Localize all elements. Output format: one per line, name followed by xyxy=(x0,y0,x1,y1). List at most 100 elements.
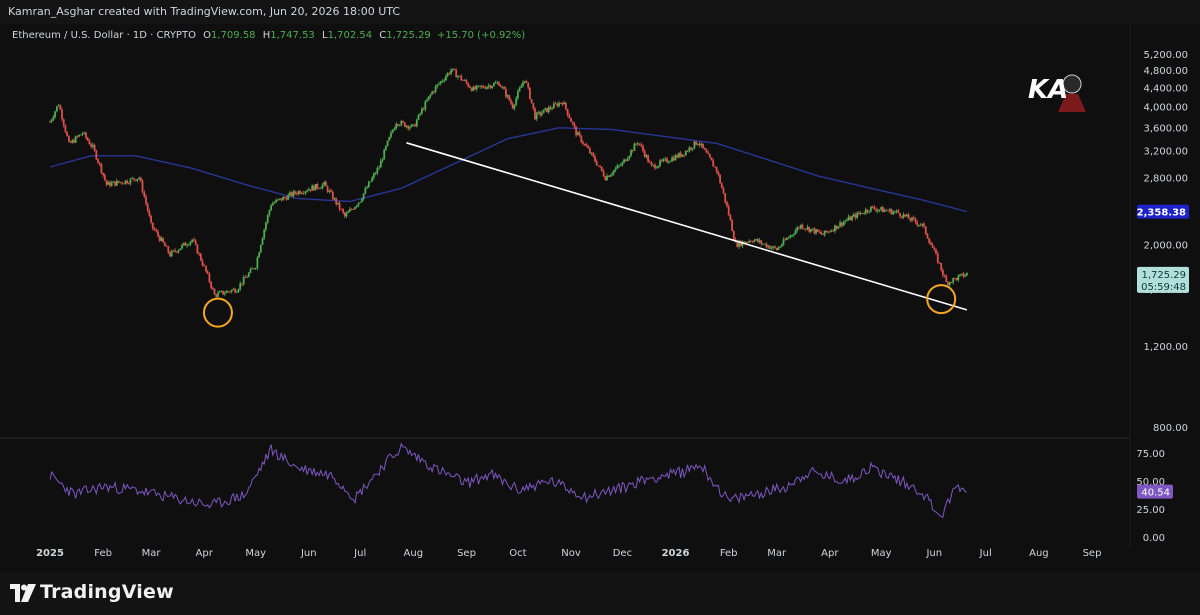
candle xyxy=(158,235,161,242)
candle-body xyxy=(253,268,255,270)
candle-body xyxy=(256,257,259,269)
time-tick-label: Aug xyxy=(404,548,424,559)
candle-body xyxy=(294,191,296,194)
candle-body xyxy=(265,222,267,230)
candle-body xyxy=(273,202,276,204)
candle xyxy=(405,125,408,129)
candle xyxy=(566,108,569,117)
chart-canvas[interactable]: 800.001,200.001,600.002,000.002,400.002,… xyxy=(0,24,1200,572)
candle xyxy=(103,173,106,182)
candle xyxy=(943,274,946,278)
candle xyxy=(714,166,716,169)
candle xyxy=(825,230,828,233)
highlight-circle[interactable] xyxy=(202,297,233,328)
candle xyxy=(763,243,766,245)
trendline[interactable] xyxy=(406,142,968,311)
candle-body xyxy=(871,206,874,208)
candle xyxy=(50,118,53,124)
highlight-circle[interactable] xyxy=(926,284,957,315)
candle xyxy=(74,135,77,144)
candle-body xyxy=(624,159,627,162)
candle xyxy=(936,251,939,264)
candle-body xyxy=(662,159,665,161)
candle-body xyxy=(237,289,240,292)
candle xyxy=(292,189,295,199)
candle xyxy=(196,244,199,254)
candle xyxy=(887,210,889,212)
candle-body xyxy=(222,290,224,295)
candle xyxy=(374,171,377,176)
candle-body xyxy=(642,146,644,151)
candle xyxy=(229,290,231,294)
candle-body xyxy=(870,206,872,212)
candle-body xyxy=(417,114,420,120)
candle-body xyxy=(434,86,437,92)
candle-body xyxy=(523,81,526,83)
time-tick-label: Jul xyxy=(979,548,992,559)
candle xyxy=(792,232,795,238)
candle-body xyxy=(395,124,398,129)
candle-body xyxy=(952,278,955,283)
candle xyxy=(554,101,557,105)
candle-body xyxy=(359,201,362,203)
candle-body xyxy=(489,85,492,88)
candle xyxy=(631,149,634,153)
candle-body xyxy=(330,190,332,192)
candle xyxy=(283,196,286,199)
candle-body xyxy=(93,144,96,151)
candle-body xyxy=(810,229,812,232)
candle xyxy=(427,96,430,101)
candle-body xyxy=(547,107,550,113)
chart-area[interactable]: 800.001,200.001,600.002,000.002,400.002,… xyxy=(0,24,1200,572)
candle-body xyxy=(703,147,706,150)
candle xyxy=(798,226,800,230)
candle xyxy=(184,241,187,246)
candle xyxy=(712,158,715,167)
candle-body xyxy=(535,112,538,120)
price-axis[interactable]: 800.001,200.001,600.002,000.002,400.002,… xyxy=(1137,50,1189,434)
candle xyxy=(69,140,72,144)
candle xyxy=(890,208,893,215)
candle-body xyxy=(589,148,591,154)
candle-body xyxy=(124,180,127,184)
candle xyxy=(739,239,742,247)
candle-body xyxy=(955,278,958,281)
candle xyxy=(508,94,511,101)
candle-body xyxy=(114,181,116,186)
candle-body xyxy=(110,182,113,186)
candle-body xyxy=(712,160,715,167)
candle-body xyxy=(926,234,929,239)
candle-body xyxy=(386,140,389,146)
candle-body xyxy=(828,231,831,233)
candle-body xyxy=(103,175,106,180)
candle-body xyxy=(139,177,142,182)
high-label: H xyxy=(262,30,271,41)
candle-body xyxy=(611,173,613,175)
highlight-circles-layer[interactable] xyxy=(202,284,957,328)
candle-body xyxy=(921,223,924,226)
candle xyxy=(900,215,903,219)
time-tick-label: Feb xyxy=(94,548,112,559)
candle xyxy=(534,106,536,120)
candle xyxy=(388,136,391,141)
candle-body xyxy=(875,209,877,212)
candle xyxy=(189,241,192,247)
candle-body xyxy=(928,238,931,243)
candle-body xyxy=(287,194,290,200)
candle xyxy=(772,245,775,251)
rsi-value-badge[interactable] xyxy=(1137,484,1173,499)
trendline-layer[interactable] xyxy=(406,142,968,311)
candle-body xyxy=(326,186,329,192)
candle-body xyxy=(421,108,423,114)
change-value: +15.70 (+0.92%) xyxy=(436,30,526,41)
candle-body xyxy=(131,178,134,179)
candle xyxy=(193,237,195,242)
ma-price-badge[interactable] xyxy=(1137,204,1189,219)
time-axis[interactable]: 2025 Feb Mar Apr May Jun Jul Aug Sep Oct Nov Dec 202… xyxy=(36,548,1101,559)
last-price-badge[interactable] xyxy=(1137,266,1189,293)
candle-body xyxy=(501,87,504,88)
candle-body xyxy=(402,121,404,123)
candle xyxy=(115,178,118,186)
candle xyxy=(700,141,703,148)
candle-body xyxy=(648,161,651,163)
